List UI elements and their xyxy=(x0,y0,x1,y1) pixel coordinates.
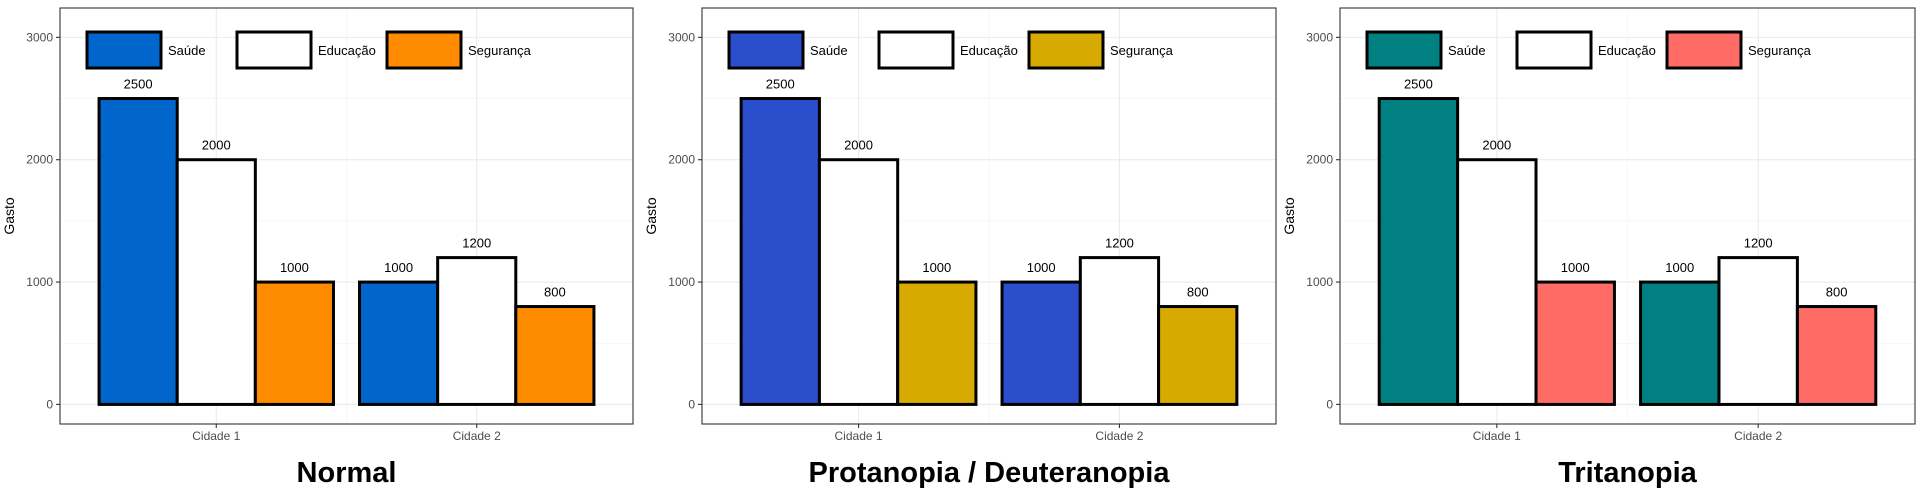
legend: Saúde Educação Segurança xyxy=(1365,30,1812,70)
data-label: 2500 xyxy=(124,77,153,92)
y-tick-label: 1000 xyxy=(26,275,53,289)
bar-1-1 xyxy=(739,97,821,406)
legend-key-2 xyxy=(1515,30,1593,70)
legend-key-1 xyxy=(1365,30,1443,70)
x-tick-label: Cidade 1 xyxy=(192,429,240,443)
legend-label-3: Segurança xyxy=(1110,43,1174,58)
data-label: 800 xyxy=(1826,285,1848,300)
legend-key-1 xyxy=(727,30,805,70)
bar-2-1 xyxy=(817,158,900,406)
y-tick-label: 1000 xyxy=(668,275,695,289)
data-label: 1200 xyxy=(1105,236,1134,251)
y-tick-label: 3000 xyxy=(668,30,695,44)
data-label: 1000 xyxy=(384,260,413,275)
bar-2-2 xyxy=(436,256,518,406)
x-tick-label: Cidade 1 xyxy=(835,429,883,443)
y-tick-label: 2000 xyxy=(1306,153,1333,167)
bar-2-1 xyxy=(1456,158,1538,406)
bar-2-2 xyxy=(1717,256,1799,406)
panel-border xyxy=(1339,7,1916,425)
y-tick-label: 2000 xyxy=(26,153,53,167)
legend: Saúde Educação Segurança xyxy=(727,30,1174,70)
x-tick-label: Cidade 2 xyxy=(1734,429,1782,443)
legend-label-3: Segurança xyxy=(1748,43,1812,58)
legend-key-2 xyxy=(877,30,955,70)
chart-panel-1: 2500 2000 1000 1000 1200 800 Saúde Educação Segu… xyxy=(1,7,634,489)
y-axis-title: Gasto xyxy=(643,197,659,235)
legend-label-1: Saúde xyxy=(810,43,848,58)
legend-label-3: Segurança xyxy=(468,43,532,58)
panel-border xyxy=(701,7,1277,425)
bar-3-1 xyxy=(896,280,978,406)
y-axis-title: Gasto xyxy=(1,197,17,235)
x-tick-label: Cidade 2 xyxy=(1095,429,1143,443)
data-label: 2500 xyxy=(766,77,795,92)
y-axis: 0 1000 2000 3000 Gasto xyxy=(1281,30,1340,411)
x-axis: Cidade 1 Cidade 2 xyxy=(835,424,1144,443)
panel-caption: Normal xyxy=(297,457,397,489)
legend-label-2: Educação xyxy=(960,43,1018,58)
x-axis: Cidade 1 Cidade 2 xyxy=(192,424,501,443)
x-tick-label: Cidade 1 xyxy=(1473,429,1521,443)
bar-3-2 xyxy=(1795,305,1878,406)
legend-key-3 xyxy=(1665,30,1743,70)
bar-3-1 xyxy=(1534,280,1616,406)
data-label: 2500 xyxy=(1404,77,1433,92)
data-label: 800 xyxy=(544,285,566,300)
bar-1-1 xyxy=(97,97,179,406)
data-label: 1200 xyxy=(462,236,491,251)
y-axis: 0 1000 2000 3000 Gasto xyxy=(643,30,702,411)
legend-label-2: Educação xyxy=(318,43,376,58)
legend-key-2 xyxy=(235,30,313,70)
bar-1-2 xyxy=(358,280,440,406)
legend-label-2: Educação xyxy=(1598,43,1656,58)
legend-key-3 xyxy=(385,30,463,70)
data-label: 1000 xyxy=(1561,260,1590,275)
legend: Saúde Educação Segurança xyxy=(85,30,532,70)
bar-3-2 xyxy=(1157,305,1239,406)
bar-1-2 xyxy=(1000,280,1082,406)
y-tick-label: 3000 xyxy=(26,30,53,44)
bar-1-2 xyxy=(1639,280,1721,406)
bar-3-1 xyxy=(253,280,335,406)
x-axis: Cidade 1 Cidade 2 xyxy=(1473,424,1783,443)
y-tick-label: 0 xyxy=(1326,397,1333,411)
data-label: 1200 xyxy=(1744,236,1773,251)
y-tick-label: 1000 xyxy=(1306,275,1333,289)
data-label: 1000 xyxy=(280,260,309,275)
y-axis-title: Gasto xyxy=(1281,197,1297,235)
data-label: 1000 xyxy=(1027,260,1056,275)
legend-label-1: Saúde xyxy=(1448,43,1486,58)
legend-key-3 xyxy=(1027,30,1105,70)
data-label: 2000 xyxy=(202,138,231,153)
legend-label-1: Saúde xyxy=(168,43,206,58)
chart-panel-2: 2500 2000 1000 1000 1200 800 Saúde Educação Segu… xyxy=(643,7,1277,489)
data-label: 800 xyxy=(1187,285,1209,300)
x-tick-label: Cidade 2 xyxy=(453,429,501,443)
bars: 2500 2000 1000 1000 1200 800 xyxy=(1377,77,1878,406)
y-tick-label: 0 xyxy=(688,397,695,411)
y-tick-label: 2000 xyxy=(668,153,695,167)
panel-caption: Protanopia / Deuteranopia xyxy=(809,457,1171,489)
bar-3-2 xyxy=(514,305,596,406)
legend-key-1 xyxy=(85,30,163,70)
data-label: 1000 xyxy=(922,260,951,275)
panel-caption: Tritanopia xyxy=(1558,457,1697,489)
data-label: 1000 xyxy=(1665,260,1694,275)
y-tick-label: 3000 xyxy=(1306,30,1333,44)
bar-1-1 xyxy=(1377,97,1460,406)
data-label: 2000 xyxy=(1482,138,1511,153)
bar-2-2 xyxy=(1078,256,1161,406)
y-axis: 0 1000 2000 3000 Gasto xyxy=(1,30,60,411)
panel-border xyxy=(59,7,634,425)
bars: 2500 2000 1000 1000 1200 800 xyxy=(739,77,1239,406)
y-tick-label: 0 xyxy=(46,397,53,411)
bar-2-1 xyxy=(175,158,257,406)
chart-panel-3: 2500 2000 1000 1000 1200 800 Saúde Educação Segu… xyxy=(1281,7,1916,489)
data-label: 2000 xyxy=(844,138,873,153)
bars: 2500 2000 1000 1000 1200 800 xyxy=(97,77,596,406)
